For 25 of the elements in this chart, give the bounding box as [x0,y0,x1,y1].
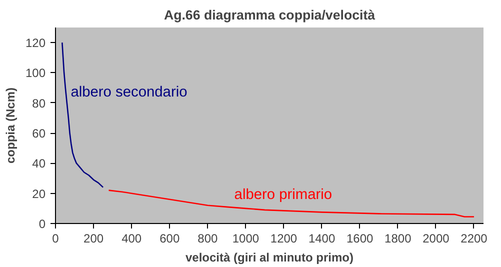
x-axis-title: velocità (giri al minuto primo) [185,250,354,264]
x-tick-label: 1600 [346,232,374,246]
x-tick-label: 400 [122,232,142,246]
x-tick-label: 1800 [384,232,412,246]
y-tick-label: 80 [32,96,46,110]
x-tick-label: 1200 [270,232,298,246]
y-tick-label: 20 [32,186,46,201]
x-tick-label: 1400 [308,232,336,246]
x-tick-label: 0 [52,232,60,246]
x-tick-label: 600 [160,232,180,246]
y-tick-label: 40 [32,156,46,171]
x-tick-label: 2000 [422,232,450,246]
line-series [108,190,475,218]
series-label: albero secondario [70,84,188,100]
y-tick-label: 100 [25,66,46,80]
y-axis-title: coppia (Ncm) [3,87,18,164]
x-tick-label: 800 [198,232,218,246]
series-label: albero primario [234,186,332,203]
chart-title: Ag.66 diagramma coppia/velocità [164,8,376,22]
x-tick-label: 1000 [232,232,260,246]
x-tick-label: 200 [84,232,104,246]
y-tick-label: 120 [25,36,46,50]
y-tick-label: 60 [32,126,46,141]
y-tick-label: 0 [38,217,46,231]
x-tick-label: 2200 [460,232,488,246]
